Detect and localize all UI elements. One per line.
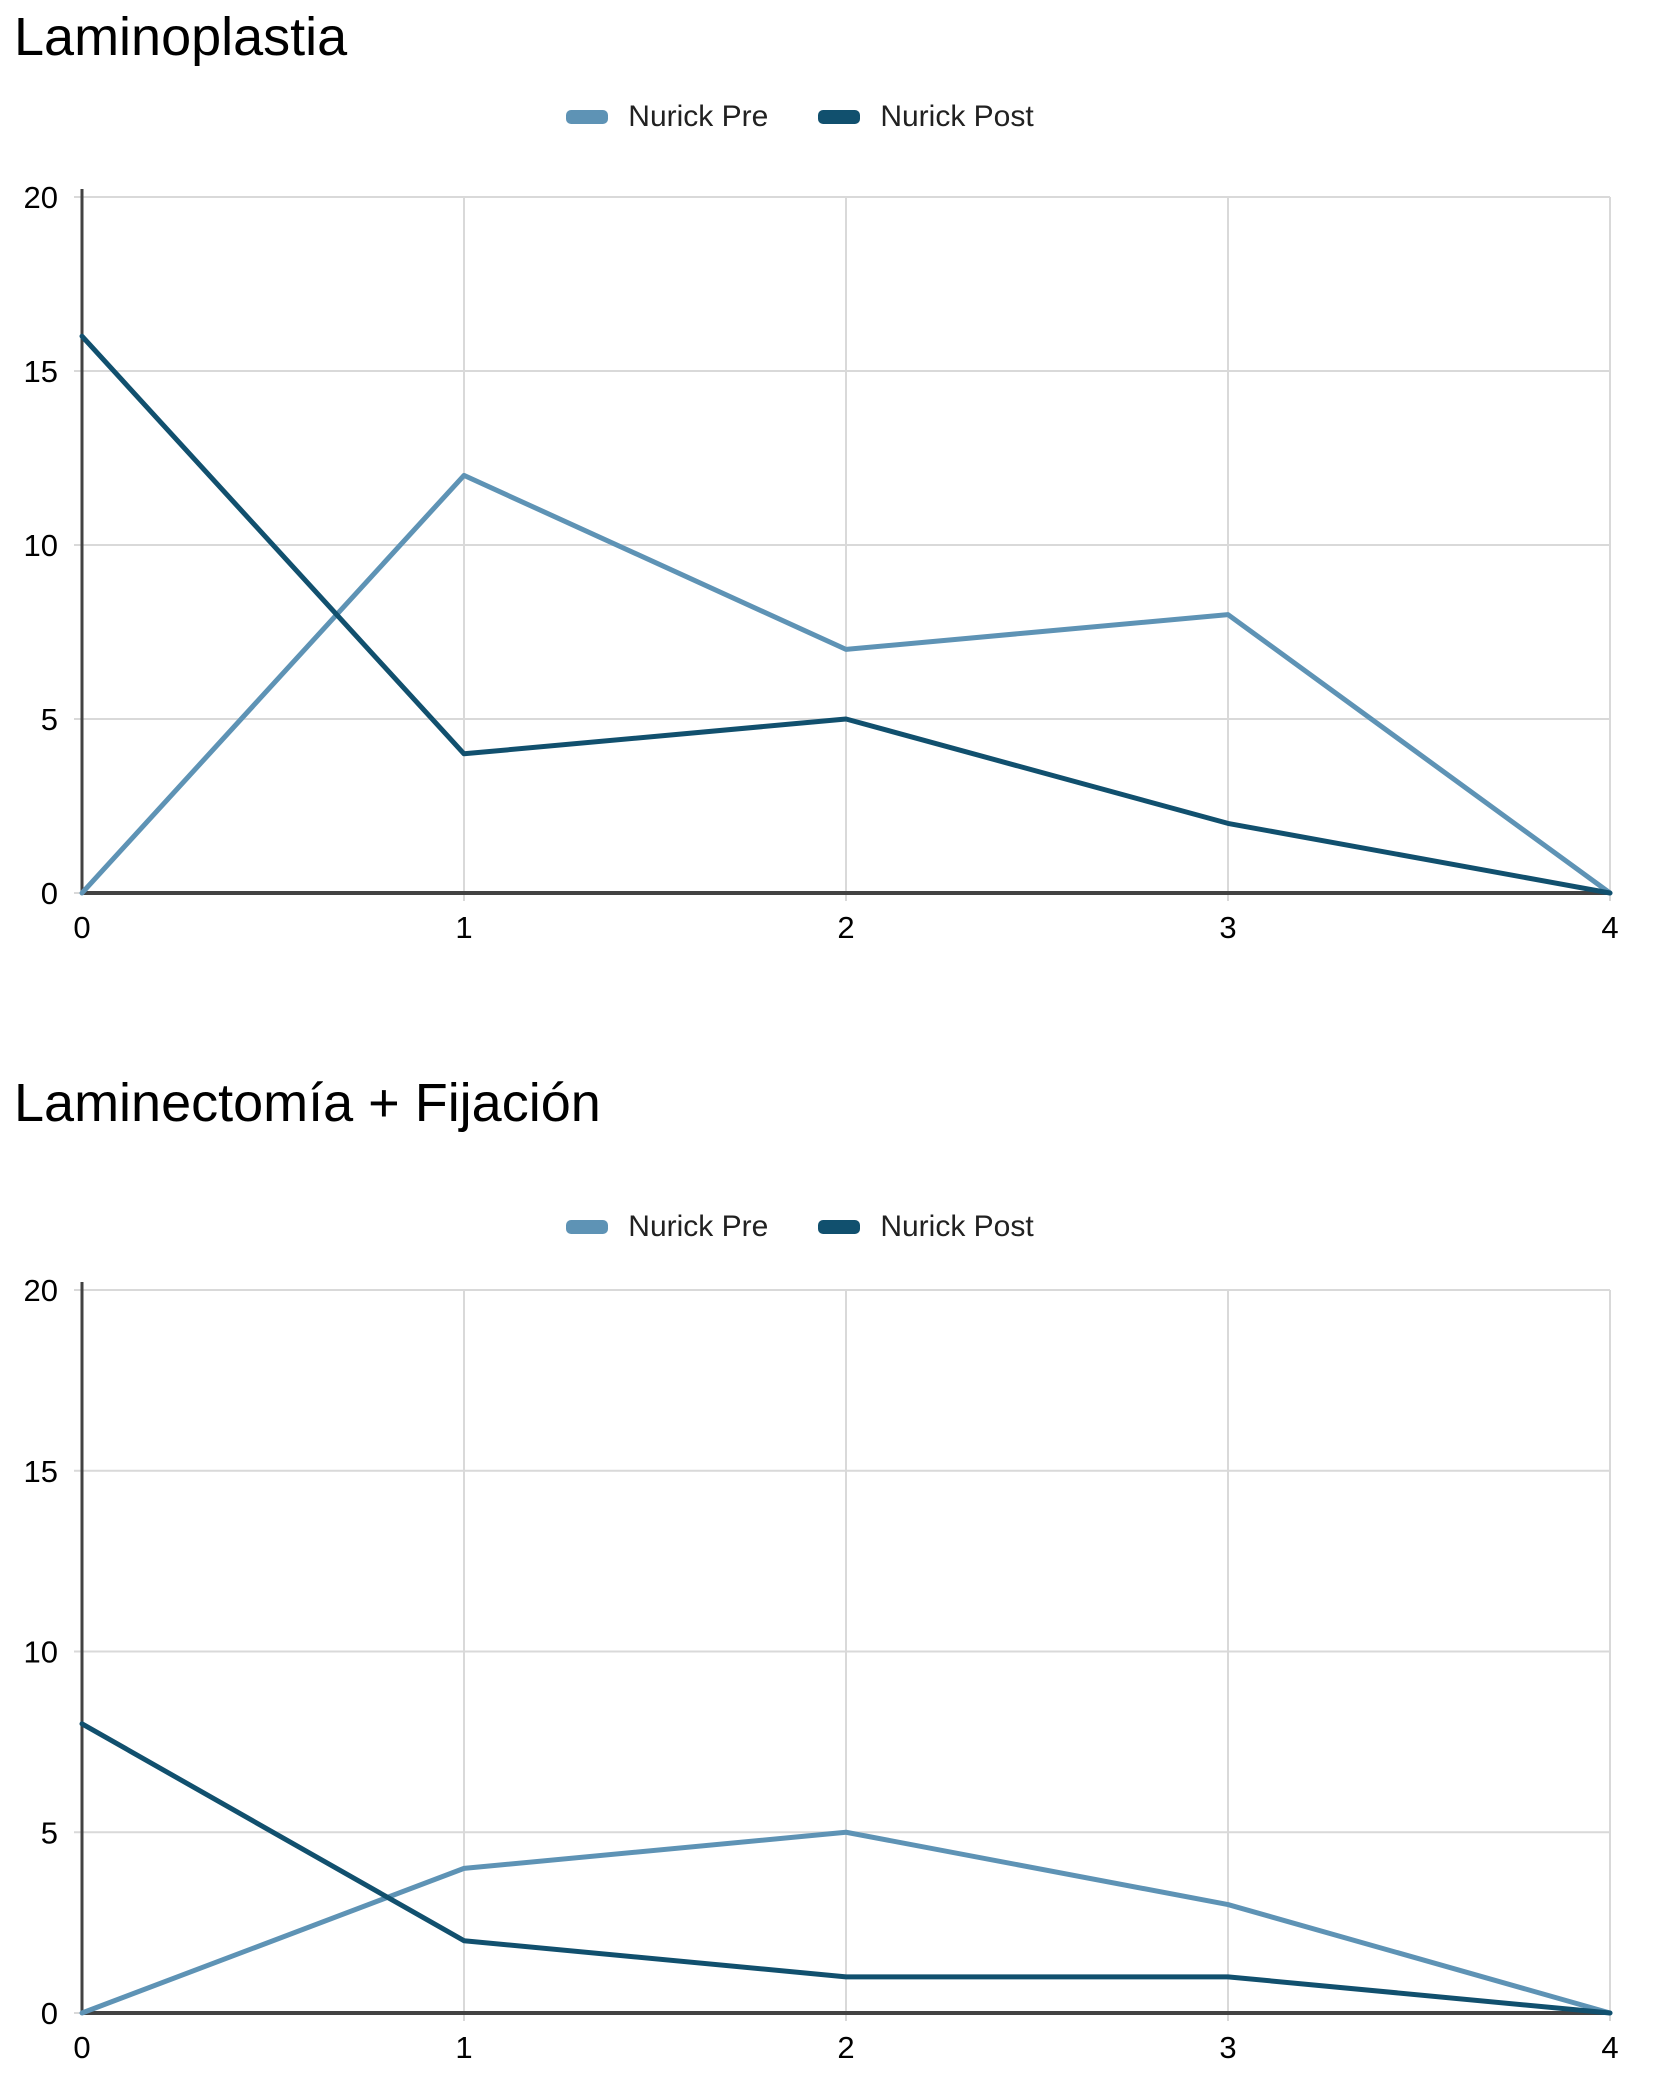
legend-swatch-nurick-pre (566, 1220, 609, 1234)
x-tick-label: 1 (455, 910, 472, 945)
series-line-nurick-pre (79, 1829, 1613, 2016)
legend-label-nurick-pre: Nurick Pre (628, 1210, 769, 1243)
x-tick-label: 2 (837, 2030, 854, 2065)
y-tick-label: 0 (41, 876, 58, 911)
y-tick-label: 10 (24, 528, 58, 563)
y-tick-label: 5 (41, 702, 58, 737)
x-tick-label: 1 (455, 2030, 472, 2065)
legend-swatch-nurick-post (818, 1220, 861, 1234)
legend-item-nurick-pre: Nurick Pre (566, 100, 768, 134)
y-tick-label: 20 (24, 1273, 58, 1308)
x-tick-label: 4 (1601, 910, 1618, 945)
legend-label-nurick-post: Nurick Post (880, 1210, 1034, 1243)
legend-label-nurick-post: Nurick Post (880, 100, 1034, 133)
chart-title-laminoplastia: Laminoplastia (14, 7, 348, 67)
x-tick-label: 0 (73, 910, 90, 945)
y-tick-label: 10 (24, 1635, 58, 1670)
x-tick-label: 2 (837, 910, 854, 945)
legend-item-nurick-post: Nurick Post (818, 100, 1034, 134)
chart-2-legend: Nurick Pre Nurick Post (0, 1210, 1600, 1244)
x-tick-label: 3 (1219, 910, 1236, 945)
y-tick-label: 0 (41, 1996, 58, 2031)
x-tick-label: 3 (1219, 2030, 1236, 2065)
x-tick-label: 4 (1601, 2030, 1618, 2065)
chart-1-legend: Nurick Pre Nurick Post (0, 100, 1600, 134)
x-tick-label: 0 (73, 2030, 90, 2065)
y-tick-label: 20 (24, 180, 58, 215)
legend-label-nurick-pre: Nurick Pre (628, 100, 769, 133)
y-tick-label: 15 (24, 1454, 58, 1489)
chart-title-laminectomia-fijacion: Laminectomía + Fijación (14, 1073, 601, 1133)
series-line-nurick-post (79, 1721, 1613, 2016)
line-chart-laminoplastia: 0 5 10 15 20 0 1 2 3 4 (24, 180, 1619, 945)
series-line-nurick-post (79, 333, 1613, 896)
y-tick-label: 5 (41, 1815, 58, 1850)
legend-swatch-nurick-post (818, 110, 861, 124)
y-tick-label: 15 (24, 354, 58, 389)
legend-swatch-nurick-pre (566, 110, 609, 124)
legend-item-nurick-pre: Nurick Pre (566, 1210, 768, 1244)
legend-item-nurick-post: Nurick Post (818, 1210, 1034, 1244)
line-chart-laminectomia-fijacion: 0 5 10 15 20 0 1 2 3 4 (24, 1273, 1619, 2065)
